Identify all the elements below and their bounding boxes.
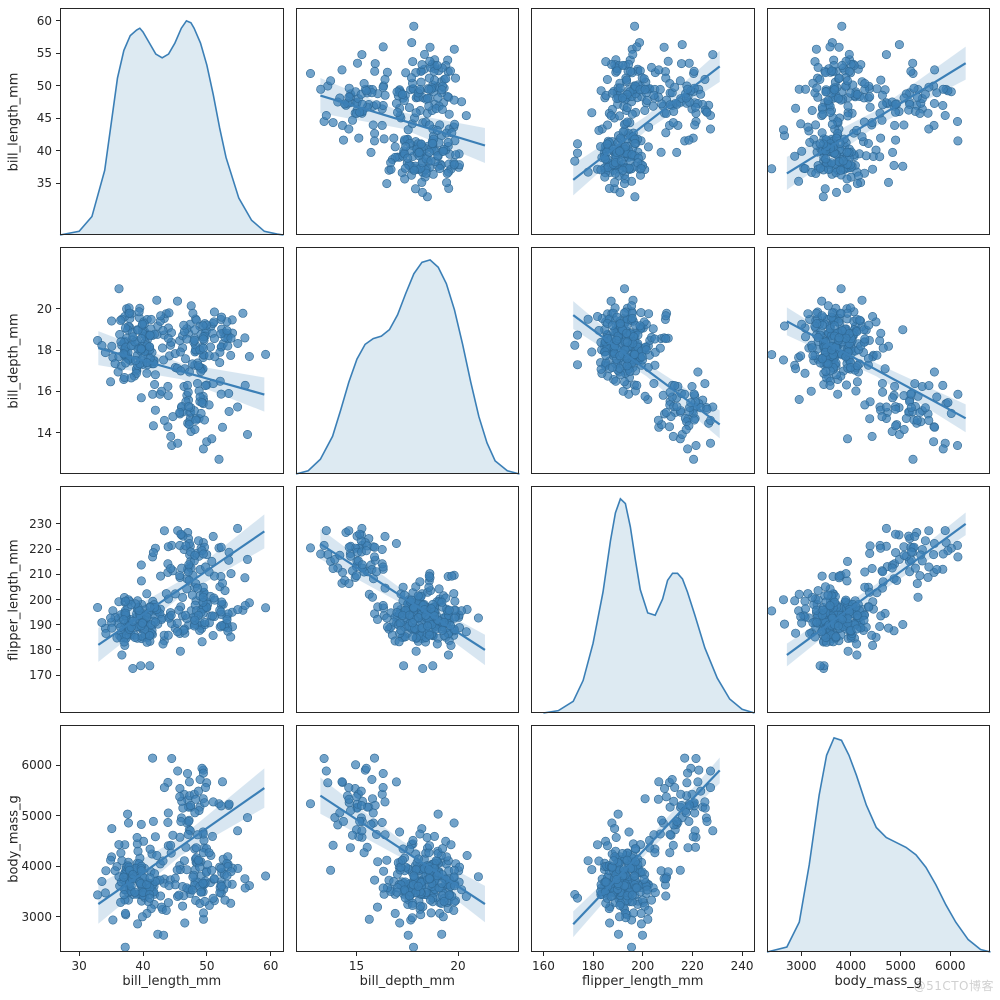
xlabel-flipper_length_mm: flipper_length_mm — [582, 974, 703, 989]
ytick-mark — [56, 649, 60, 650]
xlabel-bill_depth_mm: bill_depth_mm — [360, 974, 455, 989]
scatter-panel-flipper_length_mm-vs-body_mass_g — [767, 486, 991, 713]
ytick-mark — [56, 675, 60, 676]
ytick-label: 20 — [37, 302, 56, 316]
scatter-panel-bill_length_mm-vs-bill_depth_mm — [296, 8, 520, 235]
xtick-label: 20 — [450, 956, 465, 973]
ytick-label: 6000 — [21, 758, 56, 772]
scatter-panel-bill_depth_mm-vs-body_mass_g — [767, 247, 991, 474]
xtick-label: 3000 — [786, 956, 817, 973]
ytick-mark — [56, 523, 60, 524]
kde-panel-bill_length_mm: 354045505560 — [60, 8, 284, 235]
ytick-label: 40 — [37, 144, 56, 158]
ytick-mark — [56, 815, 60, 816]
ytick-mark — [56, 308, 60, 309]
xtick-label: 50 — [199, 956, 214, 973]
xtick-label: 40 — [135, 956, 150, 973]
scatter-panel-flipper_length_mm-vs-bill_depth_mm — [296, 486, 520, 713]
ytick-label: 60 — [37, 14, 56, 28]
kde-curve — [767, 725, 991, 952]
scatter-panel-bill_depth_mm-vs-bill_length_mm: 14161820 — [60, 247, 284, 474]
ytick-label: 50 — [37, 79, 56, 93]
ytick-label: 3000 — [21, 910, 56, 924]
ytick-mark — [56, 574, 60, 575]
ytick-label: 4000 — [21, 859, 56, 873]
kde-panel-flipper_length_mm — [531, 486, 755, 713]
xtick-label: 180 — [582, 956, 605, 973]
scatter-panel-bill_depth_mm-vs-flipper_length_mm — [531, 247, 755, 474]
ytick-mark — [56, 150, 60, 151]
ytick-mark — [56, 350, 60, 351]
ytick-label: 55 — [37, 46, 56, 60]
ytick-label: 220 — [29, 542, 56, 556]
ylabel-bill_depth_mm: bill_depth_mm — [7, 313, 22, 408]
scatter-points — [767, 285, 962, 464]
regression-line — [786, 321, 965, 418]
scatter-panel-bill_length_mm-vs-body_mass_g — [767, 8, 991, 235]
ytick-label: 170 — [29, 668, 56, 682]
ylabel-bill_length_mm: bill_length_mm — [7, 72, 22, 171]
xtick-label: 60 — [263, 956, 278, 973]
ytick-mark — [56, 624, 60, 625]
scatter-panel-body_mass_g-vs-bill_depth_mm: 1520 — [296, 725, 520, 952]
scatter-panel-body_mass_g-vs-flipper_length_mm: 160180200220240 — [531, 725, 755, 952]
kde-curve — [531, 486, 755, 713]
ylabel-flipper_length_mm: flipper_length_mm — [7, 539, 22, 660]
ytick-label: 200 — [29, 593, 56, 607]
xtick-label: 6000 — [935, 956, 966, 973]
kde-panel-body_mass_g: 3000400050006000 — [767, 725, 991, 952]
xtick-label: 5000 — [885, 956, 916, 973]
scatter-panel-bill_length_mm-vs-flipper_length_mm — [531, 8, 755, 235]
ytick-label: 5000 — [21, 809, 56, 823]
xtick-label: 30 — [72, 956, 87, 973]
scatter-panel-flipper_length_mm-vs-bill_length_mm: 170180190200210220230 — [60, 486, 284, 713]
ytick-label: 210 — [29, 567, 56, 581]
ytick-mark — [56, 866, 60, 867]
ytick-label: 45 — [37, 111, 56, 125]
kde-curve — [60, 8, 284, 235]
xtick-label: 200 — [631, 956, 654, 973]
ytick-mark — [56, 916, 60, 917]
ytick-label: 14 — [37, 426, 56, 440]
xtick-label: 160 — [532, 956, 555, 973]
ytick-mark — [56, 432, 60, 433]
xtick-label: 4000 — [836, 956, 867, 973]
ytick-label: 35 — [37, 176, 56, 190]
xtick-label: 220 — [681, 956, 704, 973]
ytick-mark — [56, 599, 60, 600]
ytick-mark — [56, 549, 60, 550]
kde-panel-bill_depth_mm — [296, 247, 520, 474]
ytick-label: 16 — [37, 384, 56, 398]
ytick-mark — [56, 391, 60, 392]
pairplot-figure: @51CTO博客 354045505560bill_length_mm14161… — [0, 0, 1000, 1000]
ytick-mark — [56, 85, 60, 86]
ytick-mark — [56, 183, 60, 184]
ytick-mark — [56, 20, 60, 21]
watermark-text: @51CTO博客 — [914, 977, 994, 994]
xlabel-body_mass_g: body_mass_g — [834, 974, 922, 989]
ytick-mark — [56, 765, 60, 766]
ytick-label: 190 — [29, 618, 56, 632]
ytick-mark — [56, 53, 60, 54]
kde-curve — [296, 247, 520, 474]
xtick-label: 240 — [731, 956, 754, 973]
scatter-panel-body_mass_g-vs-bill_length_mm: 300040005000600030405060 — [60, 725, 284, 952]
ylabel-body_mass_g: body_mass_g — [7, 795, 22, 883]
xtick-label: 15 — [349, 956, 364, 973]
ytick-label: 18 — [37, 343, 56, 357]
ytick-mark — [56, 118, 60, 119]
ytick-label: 230 — [29, 517, 56, 531]
ytick-label: 180 — [29, 643, 56, 657]
xlabel-bill_length_mm: bill_length_mm — [122, 974, 221, 989]
